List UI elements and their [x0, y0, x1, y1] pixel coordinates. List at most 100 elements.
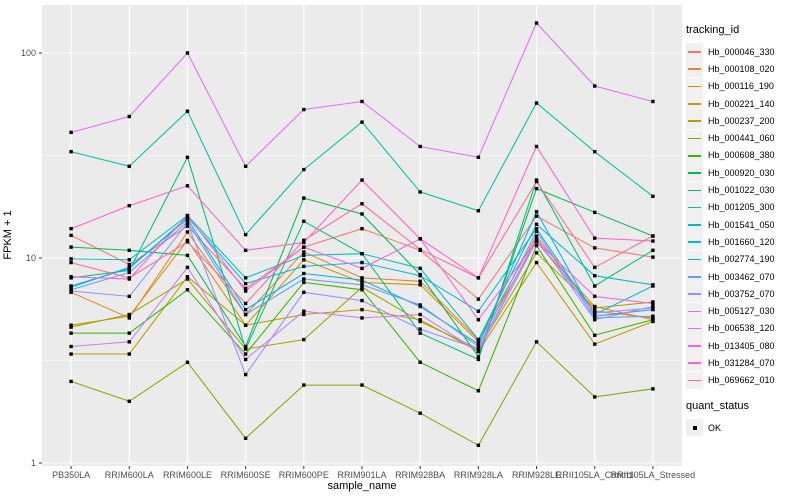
data-point — [127, 203, 131, 208]
data-point — [418, 273, 422, 278]
data-point — [360, 288, 364, 292]
data-point — [127, 294, 131, 299]
legend-key-line-icon — [686, 43, 703, 61]
data-point — [69, 150, 73, 154]
legend-key-line-icon — [686, 371, 703, 389]
data-point — [418, 319, 422, 324]
data-point — [127, 248, 131, 253]
data-point — [69, 289, 73, 293]
data-point — [69, 275, 73, 279]
data-point — [593, 316, 597, 320]
data-point — [651, 255, 655, 259]
data-point — [127, 258, 131, 262]
legend-entry: Hb_005127_030 — [686, 302, 798, 320]
x-tick-label: RRIM928LA — [454, 470, 503, 480]
data-point — [476, 344, 481, 349]
data-point — [360, 212, 364, 216]
data-point — [418, 237, 422, 241]
data-point — [302, 107, 306, 112]
data-point — [243, 301, 248, 306]
data-point — [418, 360, 422, 364]
data-point — [418, 411, 422, 415]
data-point — [243, 312, 248, 317]
data-point — [185, 184, 190, 188]
x-tick-label: RRIM600PE — [279, 470, 329, 480]
data-point — [534, 179, 539, 184]
data-point — [243, 307, 248, 312]
data-point — [302, 337, 306, 342]
data-point — [534, 222, 539, 227]
y-tick-label: 1 — [31, 458, 36, 468]
y-tick-label: 10 — [26, 253, 36, 263]
legend-entry-label: Hb_000441_060 — [708, 133, 775, 144]
data-point — [360, 276, 364, 280]
data-point — [476, 276, 481, 280]
data-point — [302, 258, 306, 262]
data-point — [127, 312, 131, 317]
data-point — [418, 303, 422, 307]
data-point — [69, 245, 73, 249]
data-point — [127, 265, 131, 270]
legend-entry: Hb_001205_300 — [686, 198, 798, 216]
legend-entry-label: Hb_000221_140 — [708, 98, 775, 109]
data-point — [127, 262, 131, 267]
data-point — [476, 209, 481, 213]
legend-key-line-icon — [686, 216, 703, 234]
legend-entry: Hb_000237_200 — [686, 112, 798, 130]
data-point — [360, 120, 364, 124]
data-point — [185, 230, 190, 234]
data-point — [418, 318, 422, 322]
data-point — [302, 383, 306, 387]
data-point — [185, 155, 190, 159]
data-point — [243, 276, 248, 280]
data-point — [127, 114, 131, 119]
legend-entry-label: Hb_003752_070 — [708, 288, 775, 299]
data-point — [534, 251, 539, 255]
data-point — [185, 51, 190, 55]
data-point — [476, 347, 481, 351]
legend-key-line-icon — [686, 302, 703, 320]
data-point — [593, 314, 597, 318]
data-point — [360, 316, 364, 320]
data-point — [534, 243, 539, 248]
legend-key-line-icon — [686, 129, 703, 147]
legend-entry-label: OK — [708, 422, 722, 433]
data-point — [534, 234, 539, 238]
data-point — [534, 101, 539, 105]
data-point — [593, 236, 597, 240]
data-point — [651, 239, 655, 243]
data-point — [476, 355, 481, 359]
data-point — [360, 260, 364, 265]
data-point — [302, 250, 306, 254]
legend-entry: Hb_000441_060 — [686, 129, 798, 147]
data-point — [593, 84, 597, 88]
data-point — [302, 240, 306, 245]
data-point — [302, 238, 306, 242]
data-point — [360, 280, 364, 285]
legend-entry: Hb_003462_070 — [686, 268, 798, 285]
legend-entry-label: Hb_005127_030 — [708, 306, 775, 317]
data-point — [360, 202, 364, 206]
legend-entries: Hb_000046_330 Hb_000108_020 Hb_000116_190 H… — [686, 43, 798, 389]
legend-entry: Hb_031284_070 — [686, 354, 798, 372]
data-point — [476, 443, 481, 447]
legend-title-tracking-id: tracking_id — [686, 24, 740, 36]
data-point — [651, 314, 655, 318]
data-point — [185, 240, 190, 244]
data-point — [418, 266, 422, 271]
data-point — [185, 221, 190, 225]
data-point — [651, 284, 655, 288]
data-point — [243, 281, 248, 286]
data-point — [69, 331, 73, 335]
legend-entry-label: Hb_000046_330 — [708, 46, 775, 57]
data-point — [476, 337, 481, 342]
data-point — [69, 352, 73, 356]
data-point — [651, 99, 655, 104]
data-point — [243, 347, 248, 351]
data-point — [185, 360, 190, 364]
data-point — [360, 285, 364, 289]
data-point — [185, 265, 190, 270]
legend-key-line-icon — [686, 164, 703, 182]
data-point — [243, 436, 248, 440]
